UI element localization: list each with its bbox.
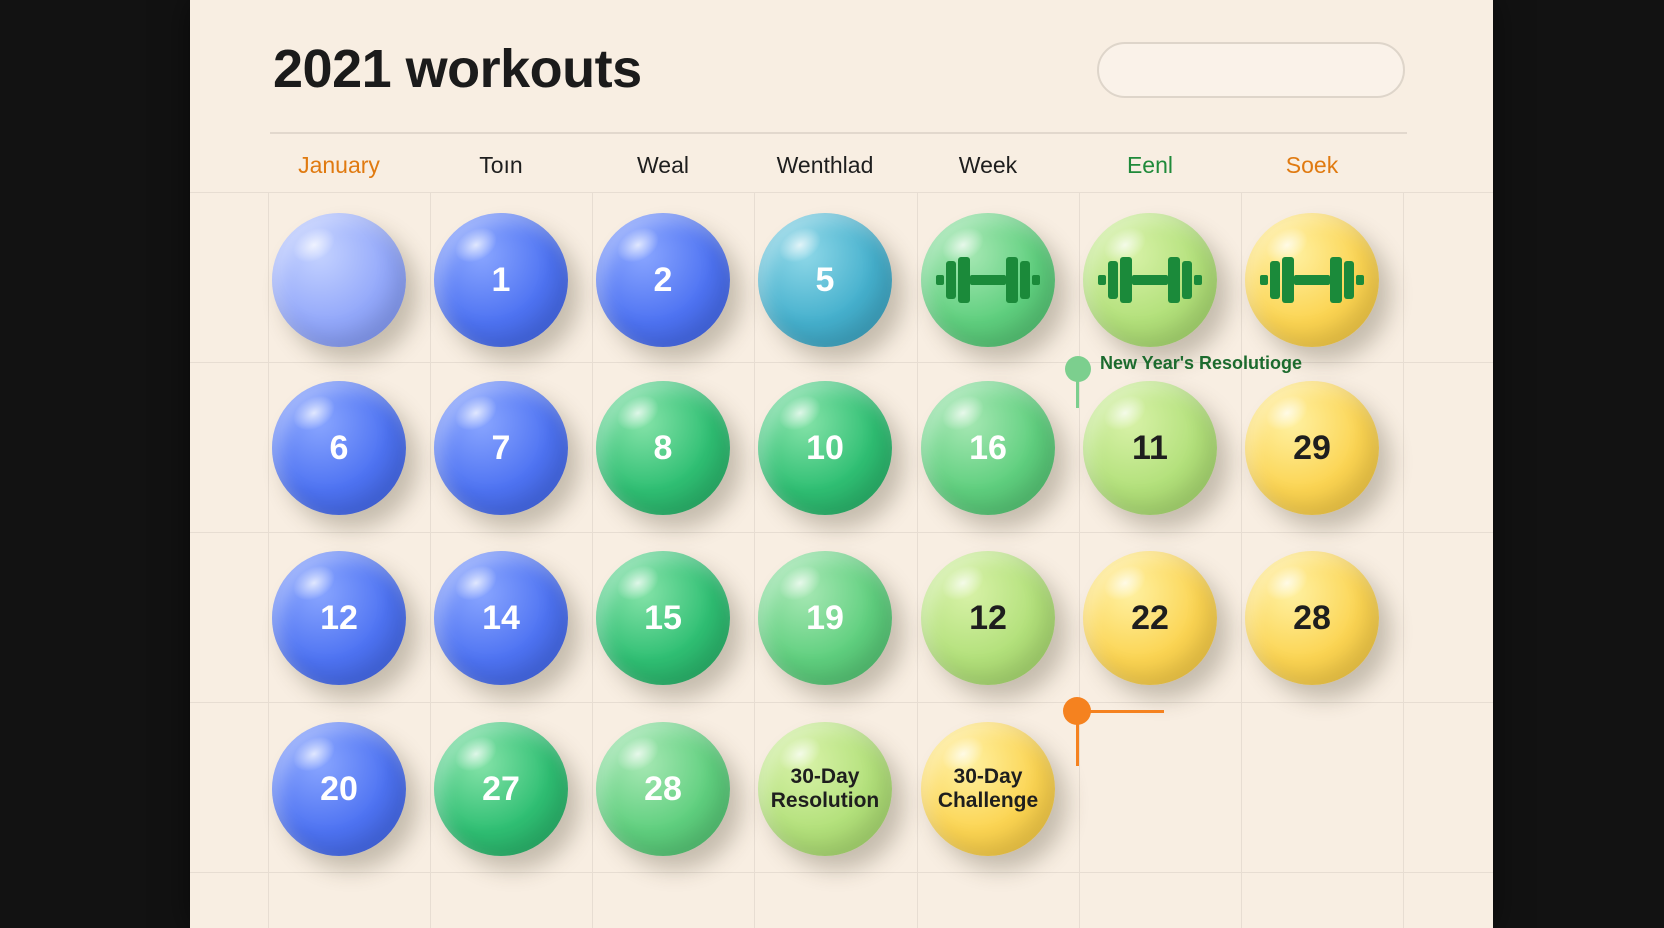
grid-line-vertical xyxy=(430,192,431,928)
calendar-day-orb[interactable]: 20 xyxy=(272,722,406,856)
calendar-day-orb[interactable]: 30-Day Resolution xyxy=(758,722,892,856)
column-header: Weal xyxy=(637,152,689,178)
day-number: 27 xyxy=(482,769,520,808)
dumbbell-icon xyxy=(1260,257,1364,303)
calendar-day-orb[interactable]: 15 xyxy=(596,551,730,685)
grid-line-vertical xyxy=(592,192,593,928)
workout-day-orb-dumbbell[interactable] xyxy=(921,213,1055,347)
resolution-marker-line xyxy=(1076,380,1079,408)
day-number: 2 xyxy=(653,260,673,299)
day-number: 12 xyxy=(969,598,1007,637)
calendar-day-orb[interactable]: 8 xyxy=(596,381,730,515)
calendar-day-orb[interactable]: 11 xyxy=(1083,381,1217,515)
day-number: 11 xyxy=(1132,428,1168,467)
calendar-day-orb[interactable]: 5 xyxy=(758,213,892,347)
calendar-day-orb[interactable]: 2 xyxy=(596,213,730,347)
workout-day-orb-dumbbell[interactable] xyxy=(1083,213,1217,347)
grid-line-horizontal xyxy=(190,192,1493,193)
calendar-day-orb[interactable]: 6 xyxy=(272,381,406,515)
calendar-day-orb[interactable] xyxy=(272,213,406,347)
calendar-day-orb[interactable]: 12 xyxy=(272,551,406,685)
day-number: 19 xyxy=(806,598,844,637)
column-header: Week xyxy=(958,152,1018,178)
column-header: Wenthlad xyxy=(776,152,874,178)
calendar-sheet: 2021 workouts January Toın Weal Wenthlad Wee… xyxy=(190,0,1493,928)
grid-line-vertical xyxy=(1079,192,1080,928)
resolution-marker-dot xyxy=(1065,356,1091,382)
grid-line-vertical xyxy=(917,192,918,928)
calendar-day-orb[interactable]: 30-Day Challenge xyxy=(921,722,1055,856)
header-divider xyxy=(270,132,1407,134)
day-number: 6 xyxy=(329,428,349,467)
grid-line-horizontal xyxy=(190,532,1493,533)
day-number: 5 xyxy=(815,260,835,299)
calendar-day-orb[interactable]: 27 xyxy=(434,722,568,856)
resolution-annotation-label: New Year's Resolutioge xyxy=(1100,353,1303,373)
grid-line-vertical xyxy=(1241,192,1242,928)
calendar-day-orb[interactable]: 12 xyxy=(921,551,1055,685)
day-number: 12 xyxy=(320,598,358,637)
day-number: 15 xyxy=(644,598,682,637)
calendar-day-orb[interactable]: 29 xyxy=(1245,381,1379,515)
day-number: 1 xyxy=(491,260,511,299)
column-header: Soek xyxy=(1285,152,1339,178)
calendar-day-orb[interactable]: 16 xyxy=(921,381,1055,515)
grid-line-vertical xyxy=(1403,192,1404,928)
day-number: 20 xyxy=(320,769,358,808)
calendar-day-orb[interactable]: 7 xyxy=(434,381,568,515)
calendar-day-orb[interactable]: 28 xyxy=(596,722,730,856)
orb-event-label: 30-Day Resolution xyxy=(770,765,880,812)
search-input[interactable] xyxy=(1097,42,1405,98)
calendar-day-orb[interactable]: 14 xyxy=(434,551,568,685)
dumbbell-icon xyxy=(1098,257,1202,303)
grid-line-vertical xyxy=(268,192,269,928)
calendar-day-orb[interactable]: 28 xyxy=(1245,551,1379,685)
day-number: 8 xyxy=(653,428,673,467)
column-header: January xyxy=(298,152,380,178)
challenge-marker-line-v xyxy=(1076,723,1079,766)
day-number: 22 xyxy=(1131,598,1169,637)
day-number: 29 xyxy=(1293,428,1331,467)
grid-line-vertical xyxy=(754,192,755,928)
challenge-marker-dot xyxy=(1063,697,1091,725)
calendar-day-orb[interactable]: 1 xyxy=(434,213,568,347)
grid-line-horizontal xyxy=(190,702,1493,703)
day-number: 10 xyxy=(806,428,844,467)
day-number: 14 xyxy=(482,598,520,637)
workout-day-orb-dumbbell[interactable] xyxy=(1245,213,1379,347)
page-title: 2021 workouts xyxy=(273,39,642,99)
calendar-day-orb[interactable]: 10 xyxy=(758,381,892,515)
calendar-day-orb[interactable]: 19 xyxy=(758,551,892,685)
column-header: Toın xyxy=(479,152,523,178)
day-number: 28 xyxy=(644,769,682,808)
orb-event-label: 30-Day Challenge xyxy=(937,765,1039,812)
column-header: Eenl xyxy=(1126,152,1174,178)
grid-line-horizontal xyxy=(190,872,1493,873)
challenge-marker-line-h xyxy=(1089,710,1164,713)
dumbbell-icon xyxy=(936,257,1040,303)
day-number: 7 xyxy=(491,428,511,467)
day-number: 28 xyxy=(1293,598,1331,637)
grid-line-horizontal xyxy=(190,362,1493,363)
day-number: 16 xyxy=(969,428,1007,467)
calendar-day-orb[interactable]: 22 xyxy=(1083,551,1217,685)
